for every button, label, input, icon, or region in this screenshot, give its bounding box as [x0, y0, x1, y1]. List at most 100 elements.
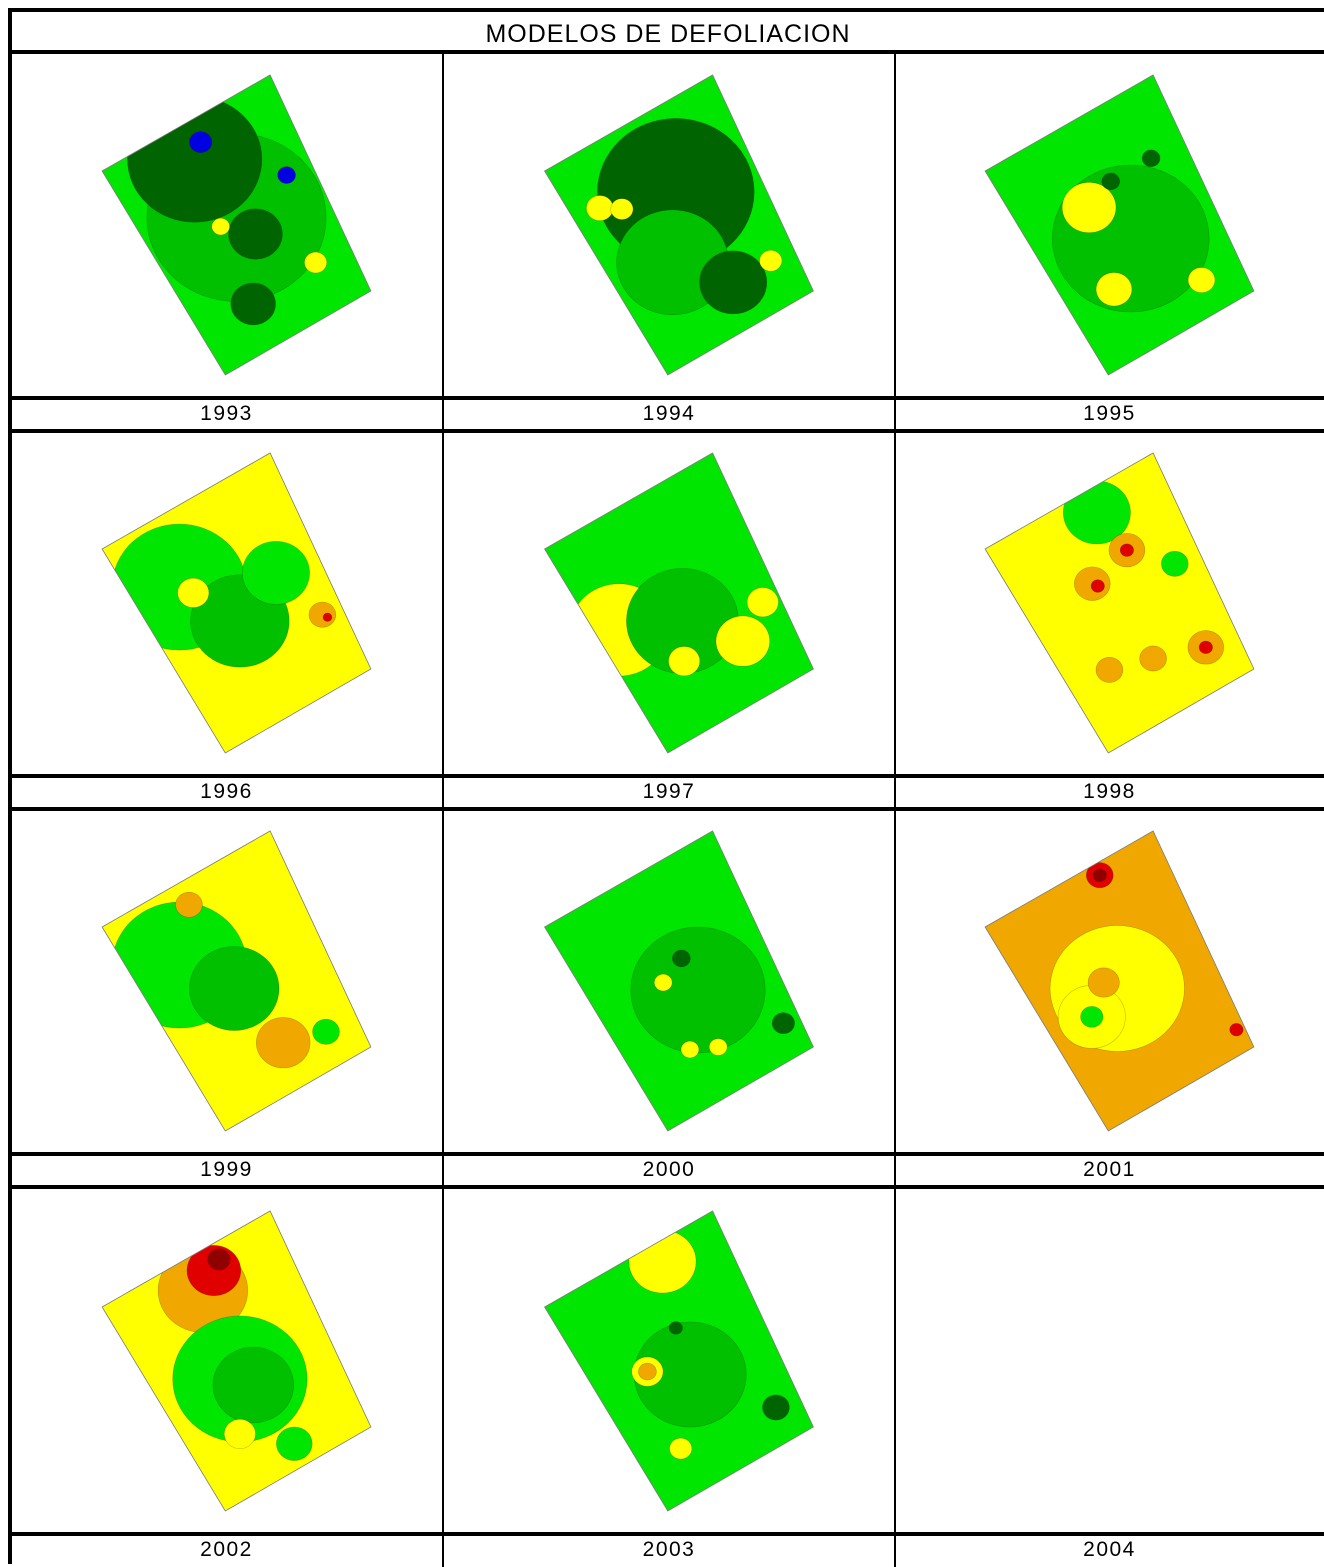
defoliation-zone: [708, 1038, 728, 1056]
plot-boundary: [544, 830, 814, 1132]
year-label-1995: 1995: [1083, 402, 1136, 425]
defoliation-zone: [759, 249, 783, 272]
table-rule: [8, 396, 1324, 400]
defoliation-map-2001: [897, 811, 1322, 1151]
defoliation-map-1998: [897, 433, 1322, 773]
defoliation-map-2003: [445, 1191, 893, 1531]
defoliation-zone: [207, 1248, 231, 1271]
defoliation-zone: [653, 973, 673, 992]
defoliation-map-1996: [12, 433, 441, 773]
plot-boundary: [101, 74, 372, 376]
plot-boundary: [101, 830, 372, 1132]
table-rule: [894, 52, 896, 431]
defoliation-zone: [1095, 656, 1124, 683]
year-label-1993: 1993: [200, 402, 253, 425]
table-rule: [8, 1152, 1324, 1156]
defoliation-zone: [1101, 172, 1121, 191]
defoliation-map-1997: [445, 433, 893, 773]
plot-boundary: [984, 452, 1255, 754]
defoliation-zone: [230, 282, 276, 326]
defoliation-zone: [1161, 550, 1189, 577]
table-rule: [8, 1532, 1324, 1536]
defoliation-map-1993: [12, 55, 441, 395]
year-label-1994: 1994: [642, 402, 696, 425]
defoliation-zone: [223, 1418, 256, 1449]
defoliation-zone: [1092, 868, 1107, 882]
plot-boundary: [544, 452, 814, 754]
year-label-2003: 2003: [642, 1538, 696, 1561]
table-rule: [894, 808, 896, 1187]
defoliation-zone: [715, 615, 771, 667]
defoliation-zone: [1087, 967, 1120, 998]
defoliation-map-1995: [897, 55, 1322, 395]
defoliation-zone: [771, 1012, 795, 1034]
year-label-1997: 1997: [642, 780, 696, 803]
defoliation-zone: [211, 217, 230, 236]
defoliation-zone: [177, 577, 210, 608]
defoliation-zone: [127, 95, 263, 223]
table-title: MODELOS DE DEFOLIACION: [485, 20, 851, 48]
defoliation-zone: [189, 946, 280, 1031]
table-rule: [8, 807, 1324, 811]
year-label-2000: 2000: [642, 1158, 696, 1181]
table-rule: [442, 430, 444, 809]
plot-boundary: [984, 74, 1255, 376]
defoliation-zone: [322, 612, 333, 622]
defoliation-zone: [312, 1018, 340, 1045]
defoliation-zone: [630, 926, 766, 1054]
defoliation-zone: [699, 250, 768, 315]
table-rule: [894, 430, 896, 809]
defoliation-zone: [189, 131, 213, 153]
table-rule: [894, 1188, 896, 1567]
plot-boundary: [101, 1210, 372, 1512]
defoliation-zone: [256, 1017, 311, 1069]
defoliation-zone: [277, 166, 296, 184]
defoliation-zone: [242, 541, 310, 605]
plot-boundary: [544, 74, 814, 376]
defoliation-zone: [1061, 182, 1117, 234]
defoliation-zone: [1198, 640, 1213, 654]
defoliation-zone: [746, 587, 779, 618]
year-label-1998: 1998: [1083, 780, 1136, 803]
defoliation-zone: [586, 195, 614, 221]
defoliation-zone: [1095, 272, 1133, 307]
defoliation-map-1994: [445, 55, 893, 395]
defoliation-zone: [1229, 1023, 1244, 1037]
table-rule: [8, 774, 1324, 778]
defoliation-zone: [762, 1394, 790, 1421]
defoliation-zone: [680, 1040, 700, 1059]
defoliation-zone: [228, 208, 283, 260]
defoliation-zone: [1080, 1006, 1104, 1028]
defoliation-map-1999: [12, 811, 441, 1151]
map-base-area: [985, 453, 1254, 753]
defoliation-zone: [276, 1426, 313, 1461]
defoliation-zone: [308, 601, 337, 628]
table-rule: [8, 8, 12, 1564]
defoliation-map-2002: [12, 1191, 441, 1531]
year-label-2004: 2004: [1083, 1538, 1136, 1561]
table-rule: [8, 429, 1324, 433]
plot-boundary: [101, 452, 372, 754]
defoliation-zone: [175, 891, 203, 918]
plot-boundary: [544, 1210, 814, 1512]
defoliation-zone: [1139, 645, 1167, 672]
table-rule: [8, 1185, 1324, 1189]
defoliation-zone: [668, 1321, 683, 1335]
table-rule: [442, 808, 444, 1187]
defoliation-zone: [610, 198, 634, 220]
year-label-2002: 2002: [200, 1538, 253, 1561]
defoliation-zone: [638, 1362, 657, 1381]
year-label-1999: 1999: [200, 1158, 253, 1181]
defoliation-zone: [1119, 543, 1134, 557]
year-label-1996: 1996: [200, 780, 253, 803]
defoliation-zone: [669, 1437, 693, 1460]
defoliation-zone: [672, 949, 691, 968]
defoliation-map-2004: [897, 1191, 1322, 1531]
table-rule: [8, 50, 1324, 54]
defoliation-zone: [1187, 267, 1216, 293]
defoliation-zone: [668, 646, 701, 677]
table-rule: [8, 8, 1324, 12]
defoliation-zone: [304, 251, 328, 274]
year-label-2001: 2001: [1083, 1158, 1136, 1181]
